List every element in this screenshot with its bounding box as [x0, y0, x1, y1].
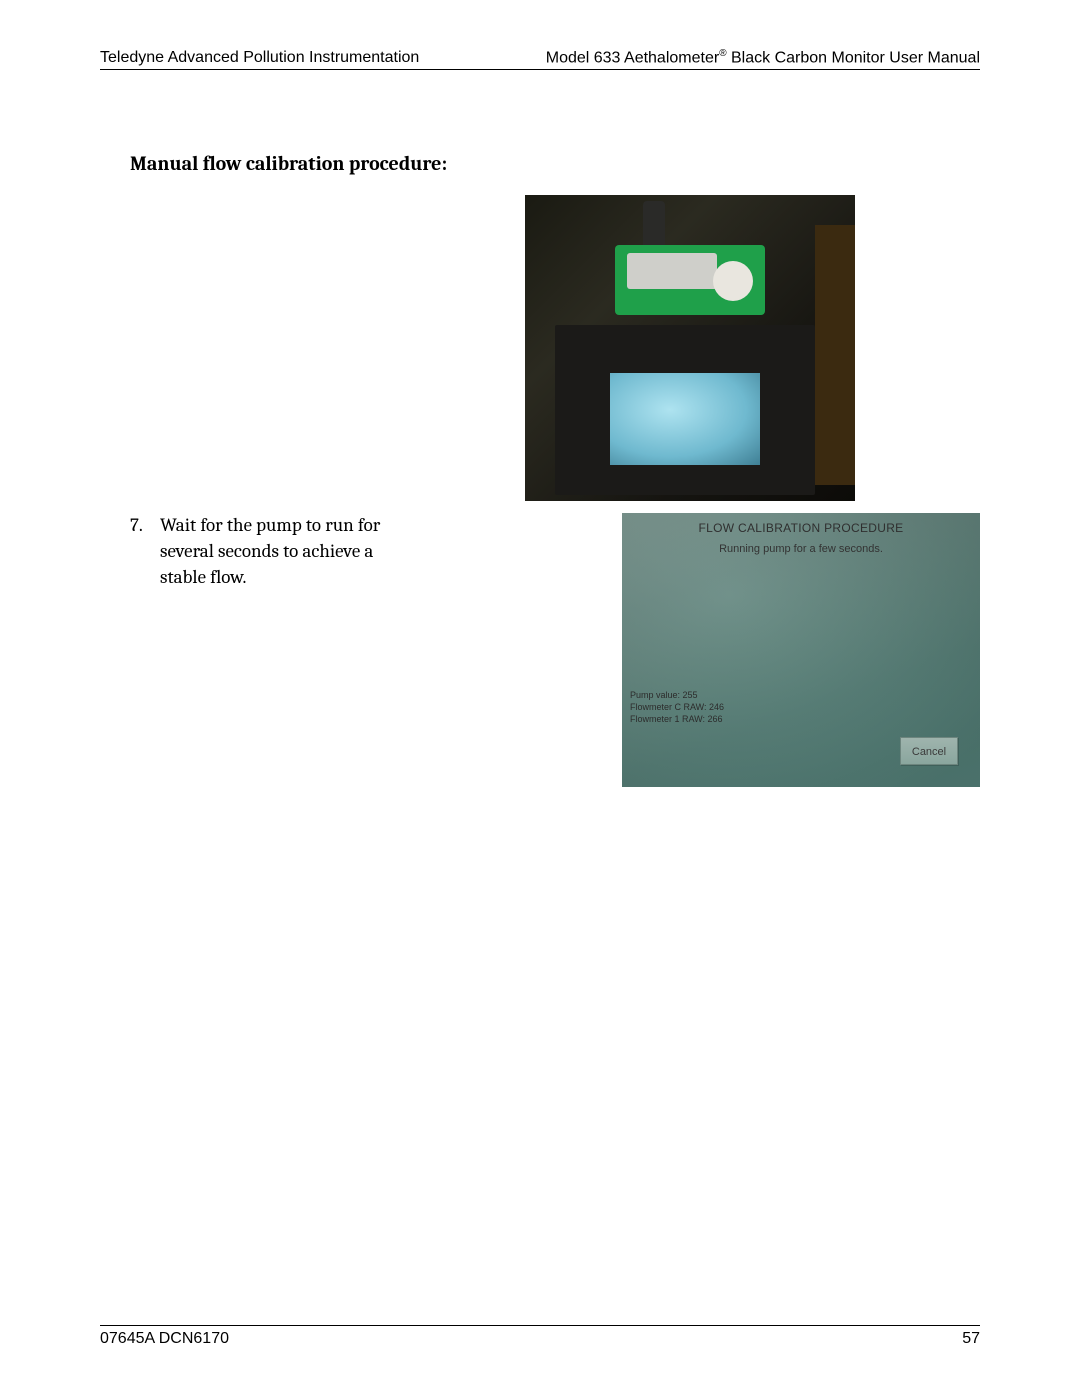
stat-pump-value: 255 — [683, 690, 698, 700]
photo-shelf — [815, 225, 855, 485]
header-right-prefix: Model 633 Aethalometer — [546, 49, 719, 66]
stat-flow-1-value: 266 — [708, 714, 723, 724]
stat-flow-c-label: Flowmeter C RAW: — [630, 702, 707, 712]
stat-flow-c: Flowmeter C RAW: 246 — [630, 701, 724, 713]
device-screenshot: FLOW CALIBRATION PROCEDURE Running pump … — [622, 513, 980, 787]
page-footer: 07645A DCN6170 57 — [100, 1325, 980, 1348]
photo-col — [400, 195, 980, 501]
step-col: 7. Wait for the pump to run for several … — [100, 513, 400, 590]
registered-mark: ® — [719, 48, 726, 59]
photo-row — [100, 195, 980, 501]
stat-flow-1-label: Flowmeter 1 RAW: — [630, 714, 705, 724]
footer-page-number: 57 — [962, 1330, 980, 1348]
stat-flow-1: Flowmeter 1 RAW: 266 — [630, 713, 724, 725]
screen-title: FLOW CALIBRATION PROCEDURE — [622, 521, 980, 535]
screen-stats: Pump value: 255 Flowmeter C RAW: 246 Flo… — [630, 689, 724, 725]
screen-subtitle: Running pump for a few seconds. — [622, 543, 980, 555]
page-header: Teledyne Advanced Pollution Instrumentat… — [100, 48, 980, 70]
section-title: Manual flow calibration procedure: — [130, 152, 980, 175]
instrument-photo — [525, 195, 855, 501]
stat-pump-label: Pump value: — [630, 690, 680, 700]
photo-instrument-screen — [610, 373, 760, 465]
stat-pump: Pump value: 255 — [630, 689, 724, 701]
header-left: Teledyne Advanced Pollution Instrumentat… — [100, 49, 419, 67]
header-right-suffix: Black Carbon Monitor User Manual — [727, 49, 980, 66]
step-row: 7. Wait for the pump to run for several … — [100, 513, 980, 787]
step-text: Wait for the pump to run for several sec… — [160, 513, 400, 590]
cancel-button[interactable]: Cancel — [900, 737, 958, 765]
photo-calibrator — [615, 245, 765, 315]
screenshot-col: FLOW CALIBRATION PROCEDURE Running pump … — [400, 513, 980, 787]
footer-left: 07645A DCN6170 — [100, 1330, 229, 1348]
photo-calibrator-stem — [643, 201, 665, 249]
step-number: 7. — [130, 513, 160, 590]
page: Teledyne Advanced Pollution Instrumentat… — [100, 48, 980, 1348]
stat-flow-c-value: 246 — [709, 702, 724, 712]
header-right: Model 633 Aethalometer® Black Carbon Mon… — [546, 48, 980, 67]
